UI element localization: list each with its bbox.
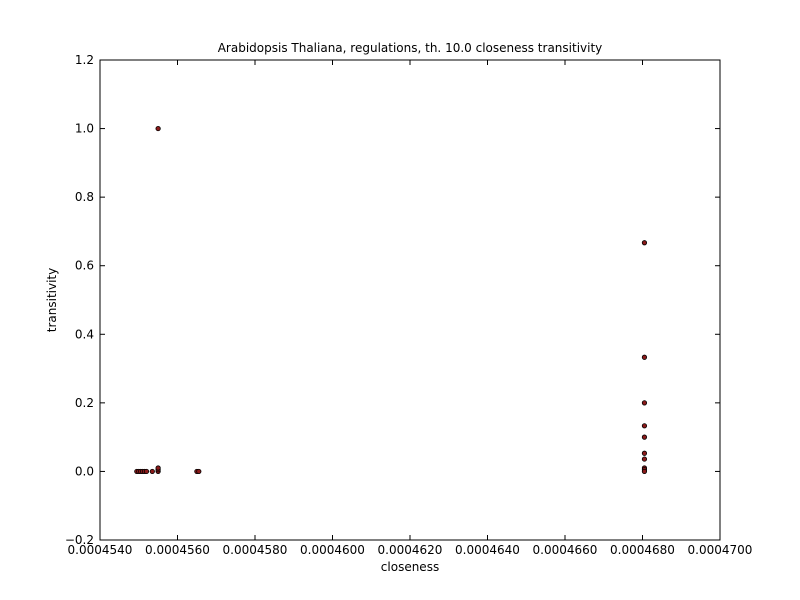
data-point <box>155 465 161 471</box>
data-point <box>641 354 648 360</box>
y-tick-label: 0.6 <box>75 259 94 273</box>
y-axis-label: transitivity <box>45 268 59 332</box>
data-point <box>641 434 648 440</box>
x-tick-label: 0.0004580 <box>223 543 288 557</box>
data-point <box>155 125 161 132</box>
y-tick-label: 1.0 <box>75 122 94 136</box>
data-point <box>641 450 648 456</box>
y-tick-label: 0.2 <box>75 396 94 410</box>
data-point <box>196 468 202 475</box>
data-point <box>149 468 155 475</box>
data-point <box>641 240 648 246</box>
data-point <box>641 423 648 429</box>
x-tick-label: 0.0004600 <box>300 543 365 557</box>
data-point <box>143 468 150 475</box>
chart-title: Arabidopsis Thaliana, regulations, th. 1… <box>218 41 603 55</box>
y-tick-label: −0.2 <box>65 533 94 547</box>
data-point <box>641 400 648 406</box>
y-tick-label: 0.4 <box>75 327 94 341</box>
data-point <box>641 456 648 462</box>
y-tick-label: 0.0 <box>75 464 94 478</box>
x-axis: 0.0004540 0.0004560 0.0004580 0.0004600 0.00… <box>68 60 753 557</box>
data-point <box>641 468 648 475</box>
x-tick-label: 0.0004560 <box>145 543 210 557</box>
x-axis-label: closeness <box>381 560 439 574</box>
x-tick-label: 0.0004620 <box>378 543 443 557</box>
x-tick-label: 0.0004660 <box>533 543 598 557</box>
data-points <box>134 125 648 475</box>
y-axis: −0.2 0.0 0.2 0.4 0.6 0.8 1.0 1.2 <box>65 53 720 547</box>
x-tick-label: 0.0004640 <box>455 543 520 557</box>
plot-frame <box>99 59 721 541</box>
x-tick-label: 0.0004700 <box>688 543 753 557</box>
x-tick-label: 0.0004680 <box>610 543 675 557</box>
y-tick-label: 1.2 <box>75 53 94 67</box>
x-tick-label: 0.0004540 <box>68 543 133 557</box>
y-tick-label: 0.8 <box>75 190 94 204</box>
